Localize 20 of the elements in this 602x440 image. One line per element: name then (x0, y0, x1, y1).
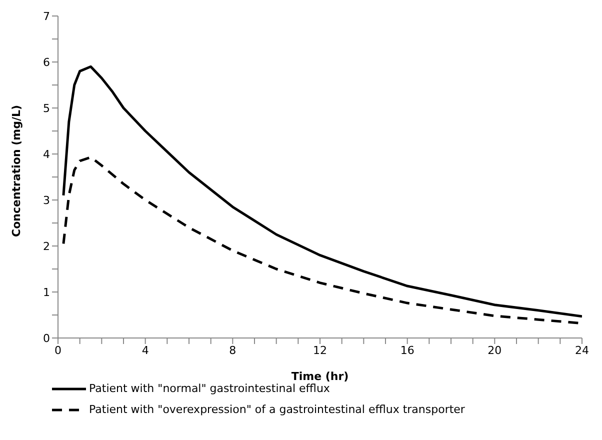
x-tick-label: 0 (54, 344, 62, 357)
legend-label: Patient with "overexpression" of a gastrointestinal efflux transporter (89, 403, 465, 416)
legend-label: Patient with "normal" gastrointestinal efflux (89, 382, 330, 395)
x-tick-label: 12 (313, 344, 327, 357)
x-tick-label: 16 (400, 344, 414, 357)
y-tick-label: 6 (43, 56, 50, 69)
y-tick-label: 4 (43, 148, 50, 161)
y-tick-label: 2 (43, 240, 50, 253)
y-tick-label: 3 (43, 194, 50, 207)
x-axis-title: Time (hr) (291, 370, 349, 383)
x-tick-label: 4 (142, 344, 149, 357)
y-tick-label: 7 (43, 10, 50, 23)
y-axis-title: Concentration (mg/L) (10, 104, 23, 237)
x-tick-label: 20 (488, 344, 502, 357)
x-tick-label: 8 (229, 344, 236, 357)
y-tick-label: 1 (43, 286, 50, 299)
y-tick-label: 0 (43, 332, 50, 345)
line-series (62, 65, 582, 318)
y-tick-label: 5 (43, 102, 50, 115)
x-tick-label: 24 (575, 344, 589, 357)
